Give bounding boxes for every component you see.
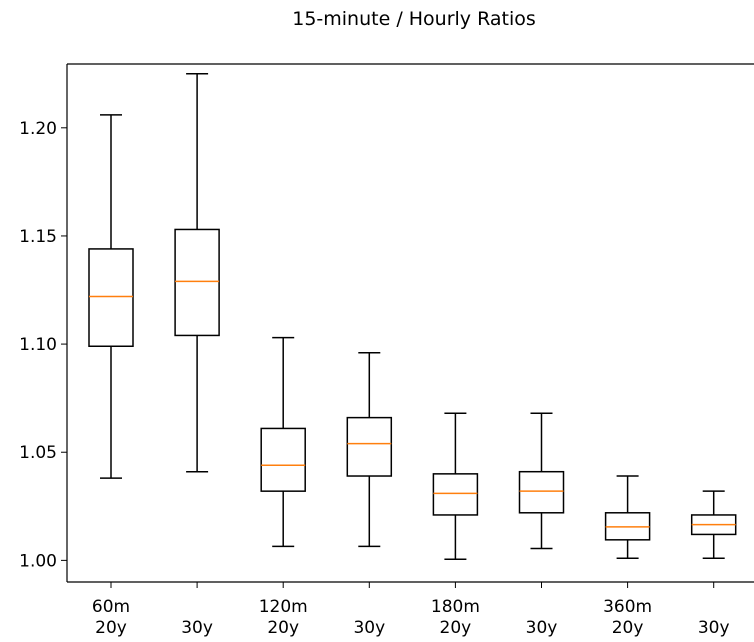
x-tick-label: 180m xyxy=(431,597,480,617)
box-iqr xyxy=(174,228,220,337)
box-iqr xyxy=(88,248,134,348)
box-iqr xyxy=(432,473,479,516)
x-tick-label: 20y xyxy=(612,618,644,638)
y-tick-label: 1.15 xyxy=(19,227,57,247)
x-tick-label: 20y xyxy=(95,618,127,638)
box-iqr xyxy=(518,470,565,514)
box-iqr xyxy=(346,416,393,477)
x-tick-label: 20y xyxy=(440,618,472,638)
x-tick-label: 30y xyxy=(181,618,213,638)
x-tick-label: 30y xyxy=(526,618,558,638)
x-tick-label: 360m xyxy=(603,597,652,617)
box-iqr xyxy=(260,427,306,492)
x-tick-label: 30y xyxy=(698,618,730,638)
x-tick-label: 120m xyxy=(259,597,308,617)
y-tick-label: 1.10 xyxy=(19,335,57,355)
y-tick-label: 1.05 xyxy=(19,443,57,463)
y-tick-label: 1.20 xyxy=(19,119,57,139)
x-tick-label: 30y xyxy=(353,618,385,638)
x-tick-label: 20y xyxy=(267,618,299,638)
x-tick-label: 60m xyxy=(92,597,130,617)
chart-title: 15-minute / Hourly Ratios xyxy=(292,8,536,30)
y-tick-label: 1.00 xyxy=(19,551,57,571)
